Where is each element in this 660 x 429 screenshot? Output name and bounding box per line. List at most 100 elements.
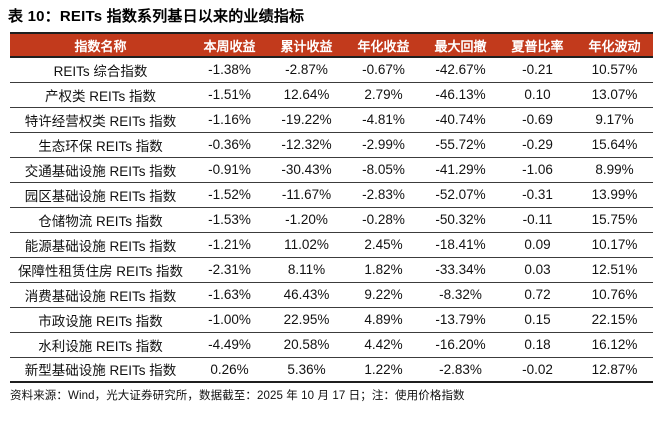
value-cell: -18.41% (422, 232, 499, 258)
value-cell: 12.87% (576, 357, 653, 383)
value-cell: 9.22% (345, 282, 422, 308)
value-cell: 16.12% (576, 332, 653, 358)
value-cell: -19.22% (268, 107, 345, 133)
value-cell: -0.02 (499, 357, 576, 383)
index-name-cell: 产权类 REITs 指数 (10, 82, 191, 108)
value-cell: 10.17% (576, 232, 653, 258)
value-cell: -0.91% (191, 157, 268, 183)
index-name-cell: 园区基础设施 REITs 指数 (10, 182, 191, 208)
table-title: 表 10：REITs 指数系列基日以来的业绩指标 (8, 8, 305, 25)
value-cell: -1.63% (191, 282, 268, 308)
table-row: 产权类 REITs 指数 -1.51% 12.64% 2.79% -46.13% 0.10… (10, 82, 653, 108)
value-cell: 4.42% (345, 332, 422, 358)
value-cell: 0.26% (191, 357, 268, 383)
index-name-cell: 新型基础设施 REITs 指数 (10, 357, 191, 383)
value-cell: -46.13% (422, 82, 499, 108)
value-cell: -0.36% (191, 132, 268, 158)
value-cell: -1.20% (268, 207, 345, 233)
value-cell: -1.00% (191, 307, 268, 333)
value-cell: 0.15 (499, 307, 576, 333)
value-cell: -1.53% (191, 207, 268, 233)
value-cell: -2.83% (422, 357, 499, 383)
index-name-cell: REITs 综合指数 (10, 57, 191, 83)
table-row: 仓储物流 REITs 指数 -1.53% -1.20% -0.28% -50.32% -0… (10, 207, 653, 233)
value-cell: -0.69 (499, 107, 576, 133)
value-cell: 0.10 (499, 82, 576, 108)
table-row: 消费基础设施 REITs 指数 -1.63% 46.43% 9.22% -8.32% 0.… (10, 282, 653, 308)
table-row: 交通基础设施 REITs 指数 -0.91% -30.43% -8.05% -41.29… (10, 157, 653, 183)
table-row: 特许经营权类 REITs 指数 -1.16% -19.22% -4.81% -40.74… (10, 107, 653, 133)
value-cell: -0.21 (499, 57, 576, 83)
index-name-cell: 保障性租赁住房 REITs 指数 (10, 257, 191, 283)
value-cell: -52.07% (422, 182, 499, 208)
value-cell: -12.32% (268, 132, 345, 158)
value-cell: 22.95% (268, 307, 345, 333)
value-cell: -41.29% (422, 157, 499, 183)
index-name-cell: 水利设施 REITs 指数 (10, 332, 191, 358)
value-cell: 46.43% (268, 282, 345, 308)
index-name-cell: 仓储物流 REITs 指数 (10, 207, 191, 233)
value-cell: 1.82% (345, 257, 422, 283)
value-cell: 5.36% (268, 357, 345, 383)
column-header: 夏普比率 (499, 32, 576, 58)
value-cell: -1.21% (191, 232, 268, 258)
index-name-cell: 生态环保 REITs 指数 (10, 132, 191, 158)
value-cell: 15.64% (576, 132, 653, 158)
value-cell: -0.31 (499, 182, 576, 208)
value-cell: -55.72% (422, 132, 499, 158)
value-cell: -4.49% (191, 332, 268, 358)
value-cell: -0.29 (499, 132, 576, 158)
value-cell: 10.57% (576, 57, 653, 83)
value-cell: -2.83% (345, 182, 422, 208)
value-cell: 8.99% (576, 157, 653, 183)
value-cell: -4.81% (345, 107, 422, 133)
value-cell: 13.07% (576, 82, 653, 108)
value-cell: 10.76% (576, 282, 653, 308)
value-cell: -40.74% (422, 107, 499, 133)
value-cell: 15.75% (576, 207, 653, 233)
value-cell: -0.28% (345, 207, 422, 233)
column-header: 指数名称 (10, 32, 191, 58)
index-name-cell: 特许经营权类 REITs 指数 (10, 107, 191, 133)
index-name-cell: 市政设施 REITs 指数 (10, 307, 191, 333)
value-cell: -2.87% (268, 57, 345, 83)
value-cell: -11.67% (268, 182, 345, 208)
column-header: 年化收益 (345, 32, 422, 58)
value-cell: 2.45% (345, 232, 422, 258)
value-cell: 1.22% (345, 357, 422, 383)
table-row: 市政设施 REITs 指数 -1.00% 22.95% 4.89% -13.79% 0.1… (10, 307, 653, 333)
table-row: 生态环保 REITs 指数 -0.36% -12.32% -2.99% -55.72% -… (10, 132, 653, 158)
value-cell: -33.34% (422, 257, 499, 283)
value-cell: 9.17% (576, 107, 653, 133)
column-header: 本周收益 (191, 32, 268, 58)
index-name-cell: 消费基础设施 REITs 指数 (10, 282, 191, 308)
value-cell: -8.32% (422, 282, 499, 308)
value-cell: -13.79% (422, 307, 499, 333)
value-cell: -2.31% (191, 257, 268, 283)
table-row: 水利设施 REITs 指数 -4.49% 20.58% 4.42% -16.20% 0.1… (10, 332, 653, 358)
value-cell: -1.52% (191, 182, 268, 208)
value-cell: -30.43% (268, 157, 345, 183)
source-note: 资料来源：Wind，光大证券研究所，数据截至：2025 年 10 月 17 日；… (10, 390, 465, 402)
index-name-cell: 能源基础设施 REITs 指数 (10, 232, 191, 258)
value-cell: 4.89% (345, 307, 422, 333)
value-cell: -0.67% (345, 57, 422, 83)
value-cell: 12.64% (268, 82, 345, 108)
value-cell: 0.72 (499, 282, 576, 308)
table-body: REITs 综合指数 -1.38% -2.87% -0.67% -42.67% -0.21… (10, 57, 653, 383)
reits-performance-table: 指数名称 本周收益 累计收益 年化收益 最大回撤 夏普比率 年化波动 REITs 综合指数 -… (10, 32, 653, 383)
table-row: REITs 综合指数 -1.38% -2.87% -0.67% -42.67% -0.21… (10, 57, 653, 83)
column-header: 年化波动 (576, 32, 653, 58)
value-cell: -8.05% (345, 157, 422, 183)
table-row: 保障性租赁住房 REITs 指数 -2.31% 8.11% 1.82% -33.34% 0… (10, 257, 653, 283)
value-cell: 0.18 (499, 332, 576, 358)
value-cell: 22.15% (576, 307, 653, 333)
table-row: 能源基础设施 REITs 指数 -1.21% 11.02% 2.45% -18.41% 0… (10, 232, 653, 258)
index-name-cell: 交通基础设施 REITs 指数 (10, 157, 191, 183)
value-cell: -0.11 (499, 207, 576, 233)
value-cell: 13.99% (576, 182, 653, 208)
value-cell: 12.51% (576, 257, 653, 283)
value-cell: 2.79% (345, 82, 422, 108)
value-cell: 11.02% (268, 232, 345, 258)
